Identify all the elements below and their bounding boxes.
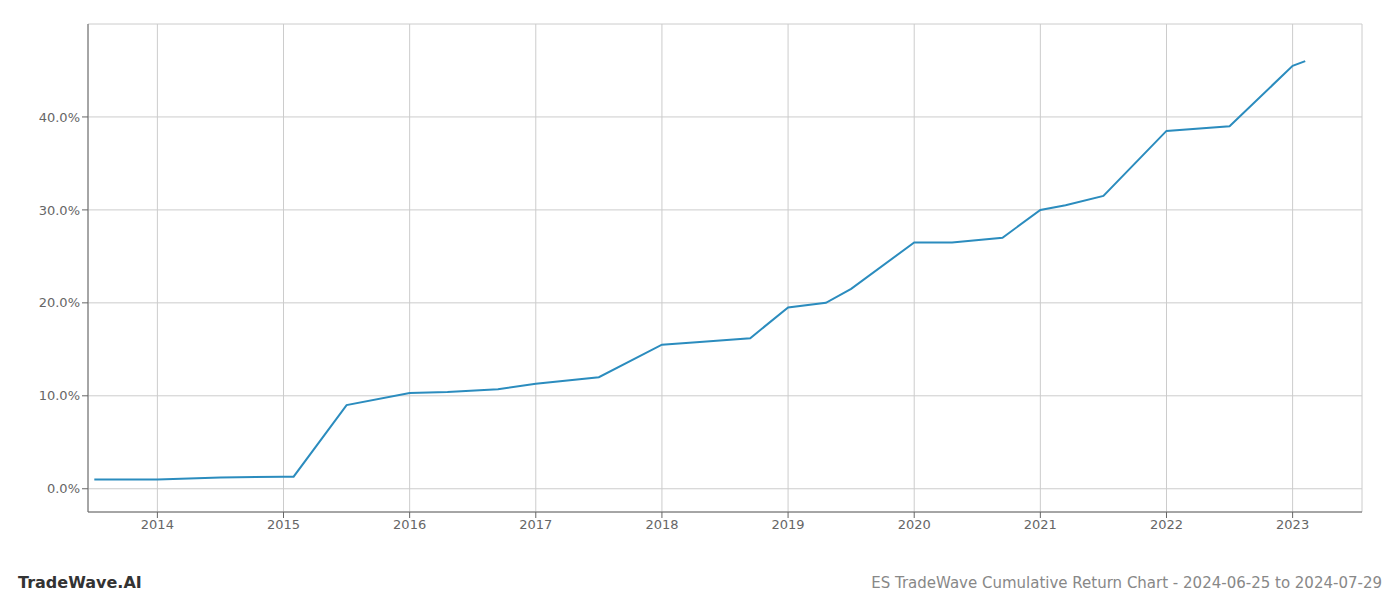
svg-text:2014: 2014: [141, 517, 174, 532]
svg-text:2015: 2015: [267, 517, 300, 532]
html-text:TradeWave.AI: TradeWave.AI: [18, 573, 142, 592]
svg-text:2022: 2022: [1150, 517, 1183, 532]
svg-text:20.0%: 20.0%: [39, 295, 80, 310]
svg-text:2019: 2019: [772, 517, 805, 532]
svg-text:2018: 2018: [645, 517, 678, 532]
svg-text:40.0%: 40.0%: [39, 110, 80, 125]
svg-text:2021: 2021: [1024, 517, 1057, 532]
svg-text:10.0%: 10.0%: [39, 388, 80, 403]
svg-text:30.0%: 30.0%: [39, 203, 80, 218]
svg-text:2020: 2020: [898, 517, 931, 532]
svg-text:2023: 2023: [1276, 517, 1309, 532]
html-text:ES TradeWave Cumulative Return: ES TradeWave Cumulative Return Chart - 2…: [871, 574, 1382, 592]
svg-text:2016: 2016: [393, 517, 426, 532]
svg-text:2017: 2017: [519, 517, 552, 532]
svg-text:0.0%: 0.0%: [47, 481, 80, 496]
